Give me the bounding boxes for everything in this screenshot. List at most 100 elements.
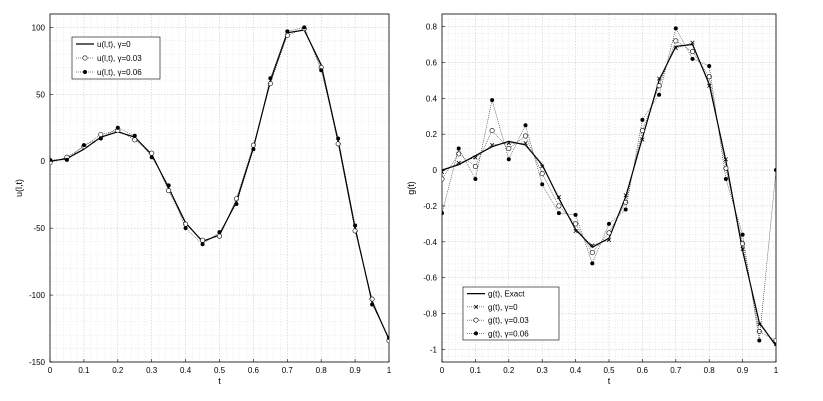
data-point (723, 165, 729, 171)
y-tick-label: 0.8 (426, 23, 438, 32)
x-tick-label: 0.8 (704, 366, 716, 375)
data-point (757, 338, 762, 343)
legend-entry: u(l,t), γ=0.03 (97, 54, 142, 63)
x-tick-label: 0.4 (570, 366, 582, 375)
right-chart-panel: 0 0.1 0.2 0.3 0.4 0.5 0.6 0.7 0.8 0.9 1 0.8 0.6 0.4 0.… (406, 13, 779, 386)
data-point (640, 137, 645, 142)
series-group (442, 26, 776, 347)
data-point (490, 142, 495, 148)
data-point (623, 207, 628, 212)
legend-marker (473, 317, 479, 323)
data-point (268, 76, 273, 81)
data-point (506, 157, 511, 162)
data-point (690, 56, 695, 61)
data-point (523, 141, 528, 146)
legend-marker (83, 70, 87, 74)
data-point (132, 137, 138, 143)
data-point (606, 230, 612, 236)
data-point (589, 250, 595, 256)
data-point (233, 196, 239, 202)
x-tick-label: 0 (48, 366, 53, 375)
x-tick-label: 0.1 (78, 366, 90, 375)
series-line (442, 27, 776, 341)
series-3 (442, 26, 776, 343)
data-point (556, 194, 561, 200)
legend-marker (473, 304, 479, 309)
legend-box (462, 286, 560, 341)
x-tick-label: 0.5 (214, 366, 226, 375)
data-point (369, 296, 375, 302)
x-tick-label: 0.9 (350, 366, 362, 375)
y-tick-label: -0.8 (423, 310, 437, 319)
data-point (352, 228, 358, 234)
x-tick-label: 1 (387, 366, 392, 375)
data-point (639, 128, 645, 134)
y-tick-label: -100 (29, 291, 46, 300)
data-point (132, 133, 137, 138)
y-tick-label: -50 (33, 224, 45, 233)
y-tick-label: 0.4 (426, 94, 438, 103)
data-point (673, 26, 678, 31)
data-point (590, 261, 595, 266)
x-tick-label: 1 (774, 366, 779, 375)
y-tick-label: -150 (29, 358, 46, 367)
x-tick-label: 0.8 (316, 366, 328, 375)
data-point (673, 45, 678, 51)
x-axis-label: t (218, 376, 221, 386)
data-point (573, 221, 579, 227)
data-point (456, 160, 461, 165)
data-point (657, 92, 662, 97)
y-axis-label: g(t) (406, 181, 416, 195)
data-point (774, 168, 776, 173)
data-point (673, 38, 679, 44)
data-point (353, 223, 358, 228)
data-point (234, 202, 239, 207)
y-axis-label: u(l,t) (14, 179, 24, 197)
data-point (740, 232, 745, 237)
legend-entry: g(t), γ=0.03 (488, 316, 529, 325)
data-point (370, 302, 375, 307)
x-tick-label: 0.3 (537, 366, 549, 375)
data-point (506, 141, 511, 146)
data-point (656, 83, 662, 89)
x-tick-label: 0.2 (112, 366, 124, 375)
data-point (302, 25, 307, 30)
data-point (149, 155, 154, 160)
y-tick-label: -0.6 (423, 274, 437, 283)
x-tick-label: 0.2 (503, 366, 515, 375)
data-point (657, 76, 662, 81)
data-point (606, 237, 612, 243)
legend-marker (474, 331, 478, 336)
data-point (540, 182, 545, 187)
y-tick-label: 0 (433, 166, 438, 175)
data-point (707, 83, 712, 88)
x-tick-label: 0.6 (248, 366, 260, 375)
legend-entry: g(t), Exact (488, 290, 525, 299)
series-1 (442, 40, 776, 347)
data-point (200, 237, 206, 243)
data-point (442, 211, 444, 216)
data-point (251, 147, 256, 152)
data-point (456, 146, 461, 151)
data-point (556, 211, 561, 216)
data-point (573, 212, 578, 217)
series-line (442, 40, 776, 341)
y-tick-label: 50 (36, 90, 45, 99)
x-tick-label: 0.6 (637, 366, 649, 375)
data-point (773, 337, 776, 343)
data-point (690, 40, 695, 45)
data-point (707, 64, 712, 69)
data-point (607, 221, 611, 226)
data-point (442, 176, 445, 182)
series-line (442, 42, 776, 345)
data-point (336, 136, 341, 141)
data-point (640, 117, 645, 122)
x-tick-label: 0.5 (603, 366, 615, 375)
data-point (267, 81, 273, 87)
data-point (539, 171, 545, 177)
y-tick-label: 0.2 (426, 130, 438, 139)
data-point (472, 163, 478, 169)
y-tick-label: 100 (32, 23, 46, 32)
legend-entry: g(t), γ=0.06 (488, 329, 529, 338)
